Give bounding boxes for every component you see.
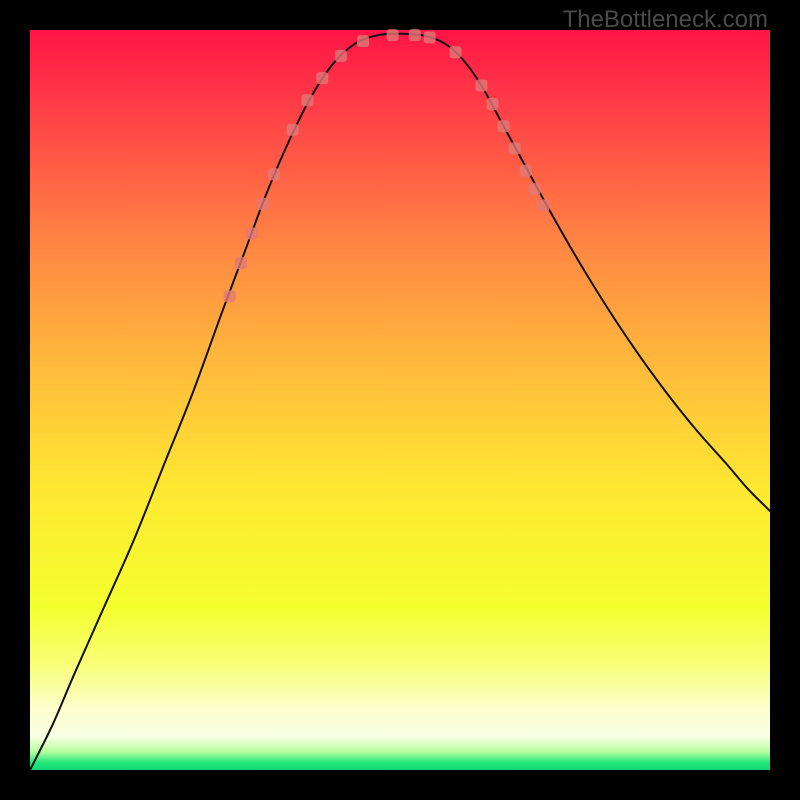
curve-marker	[450, 46, 462, 58]
curve-marker	[409, 29, 421, 41]
curve-marker	[302, 94, 314, 106]
curve-marker	[520, 165, 532, 177]
watermark-text: TheBottleneck.com	[563, 6, 768, 34]
curve-marker	[246, 228, 258, 240]
bottleneck-curve-chart	[0, 0, 800, 800]
curve-marker	[287, 124, 299, 136]
curve-marker	[387, 29, 399, 41]
curve-marker	[487, 98, 499, 110]
curve-marker	[335, 50, 347, 62]
curve-marker	[224, 290, 236, 302]
curve-marker	[529, 183, 541, 195]
curve-marker	[235, 257, 247, 269]
curve-marker	[424, 31, 436, 43]
curve-marker	[316, 72, 328, 84]
curve-marker	[268, 168, 280, 180]
curve-marker	[538, 199, 550, 211]
chart-stage: TheBottleneck.com	[0, 0, 800, 800]
curve-marker	[357, 35, 369, 47]
curve-marker	[509, 142, 521, 154]
curve-marker	[498, 120, 510, 132]
plot-background	[30, 30, 770, 770]
curve-marker	[257, 198, 269, 210]
curve-marker	[475, 80, 487, 92]
